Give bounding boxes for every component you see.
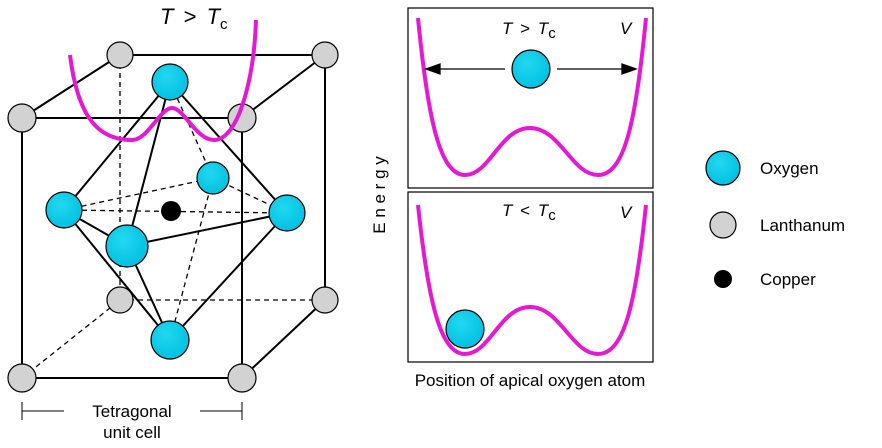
unit-cell-label-line1: Tetragonal xyxy=(92,402,171,421)
lanthanum-atom xyxy=(106,286,134,314)
oxygen-atom-apical xyxy=(151,63,189,101)
legend-oxygen-swatch xyxy=(705,150,741,186)
energy-panel-top: T > Tc V xyxy=(407,7,654,189)
oxygen-atom xyxy=(105,224,149,268)
oxygen-ball-top xyxy=(511,49,551,89)
legend-copper-swatch xyxy=(714,270,732,288)
oxygen-atom xyxy=(45,191,83,229)
lanthanum-atom xyxy=(227,363,257,393)
unit-cell-dimension xyxy=(21,402,243,420)
lanthanum-atoms xyxy=(7,41,339,393)
apical-potential-curve xyxy=(68,19,258,143)
lanthanum-atom xyxy=(7,103,37,133)
oxygen-ball-bottom xyxy=(445,309,485,349)
legend-copper-label: Copper xyxy=(760,270,816,289)
panel-bottom-potential-label: V xyxy=(620,203,633,222)
lanthanum-atom xyxy=(311,286,339,314)
legend: Oxygen Lanthanum Copper xyxy=(705,150,845,289)
panel-bottom-temp-label: T < Tc xyxy=(502,201,556,224)
energy-panel-bottom: T < Tc V xyxy=(407,191,654,363)
legend-oxygen-label: Oxygen xyxy=(760,159,819,178)
panel-top-potential-label: V xyxy=(620,19,633,38)
oxygen-atom xyxy=(268,194,306,232)
crystal-temp-label: T > Tc xyxy=(160,4,228,33)
lanthanum-atom xyxy=(311,41,339,69)
double-well-curve-top xyxy=(416,17,648,178)
oxygen-atoms xyxy=(45,63,306,360)
double-well-curve-bottom xyxy=(416,204,648,357)
copper-atom xyxy=(161,201,181,221)
unit-cell-label-line2: unit cell xyxy=(103,423,161,442)
oxygen-atom xyxy=(196,161,230,195)
legend-lanthanum-swatch xyxy=(709,211,737,239)
panel-top-temp-label: T > Tc xyxy=(502,19,556,42)
lanthanum-atom xyxy=(106,41,134,69)
energy-axis-label: E n e r g y xyxy=(370,156,389,234)
oscillation-arrow xyxy=(424,63,638,75)
legend-lanthanum-label: Lanthanum xyxy=(760,216,845,235)
position-axis-label: Position of apical oxygen atom xyxy=(415,371,646,390)
oxygen-atom xyxy=(150,320,190,360)
lanthanum-atom xyxy=(7,363,37,393)
